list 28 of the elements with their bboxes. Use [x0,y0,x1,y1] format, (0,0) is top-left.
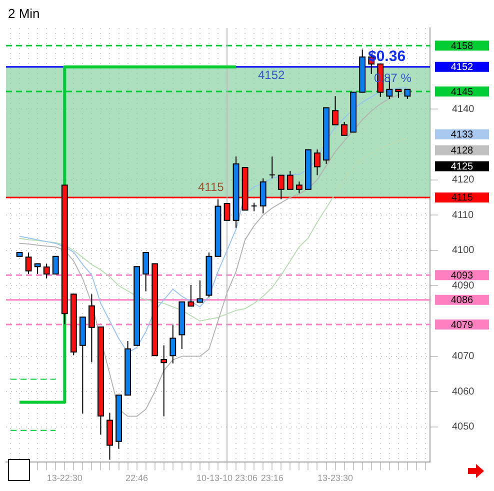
ref-line-label: 4115 [451,192,474,204]
ref-line-label: 4145 [450,86,474,98]
y-tick-label: 4050 [452,422,475,433]
x-tick-label: 10-13-10 23:06 [196,473,258,484]
y-tick-label: 4090 [452,280,475,292]
ref-line-label: 4093 [450,270,474,282]
ref-line-label: 4158 [450,40,474,52]
annotation: 4115 [198,180,224,194]
candlestick [268,156,276,179]
ref-line-label: 4079 [450,320,474,331]
x-tick-label: 23:16 [260,473,284,484]
band-label: 4152 [258,68,286,82]
y-tick-label: 4070 [452,351,475,362]
ref-line-label: 4152 [450,62,474,74]
text: 4133 [450,129,474,140]
ref-line-label: 4086 [450,295,474,306]
annotation: $0.36 [368,48,406,65]
text: 4125 [450,161,474,172]
y-tick-label: 4100 [452,245,475,256]
y-tick-label: 4060 [452,386,475,398]
y-tick-label: 4120 [452,174,475,186]
y-tick-label: 4110 [452,210,474,221]
text: 4128 [450,145,474,156]
x-tick-label: 22:46 [126,473,148,484]
x-tick-label: 13-23:30 [318,473,354,484]
y-tick-label: 4140 [452,104,475,115]
chart-title: 2 Min [8,6,40,21]
x-tick-label: 13-22:30 [46,473,82,484]
